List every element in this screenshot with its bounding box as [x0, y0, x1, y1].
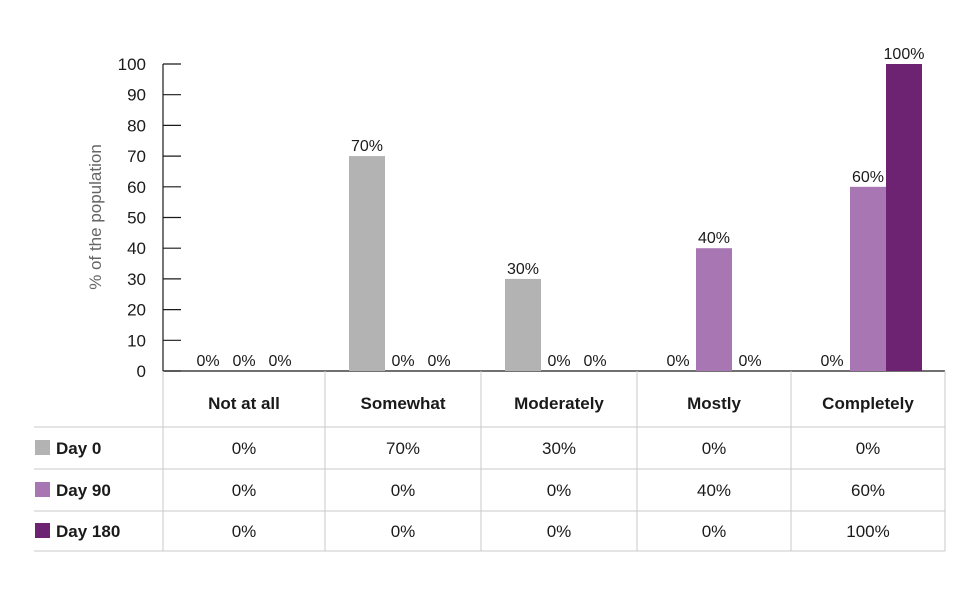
y-tick-label: 20 [127, 301, 146, 320]
y-axis-label: % of the population [86, 144, 105, 290]
bar [505, 278, 541, 371]
category-label: Moderately [514, 394, 604, 413]
table-cell: 0% [702, 522, 727, 541]
y-tick-label: 50 [127, 209, 146, 228]
bar-data-label: 60% [852, 169, 884, 186]
legend-label: Day 90 [56, 481, 111, 500]
y-tick-label: 60 [127, 178, 146, 197]
table-cell: 70% [386, 439, 420, 458]
y-tick-label: 90 [127, 86, 146, 105]
table-cell: 100% [846, 522, 889, 541]
bar-data-label: 0% [666, 353, 689, 370]
y-tick-label: 10 [127, 331, 146, 350]
bar [349, 156, 385, 371]
y-tick-label: 100 [118, 55, 146, 74]
legend-label: Day 0 [56, 439, 101, 458]
legend-swatch [35, 482, 50, 497]
data-table: Not at all Somewhat Moderately Mostly Comple… [34, 371, 946, 552]
bar [850, 186, 886, 371]
bar-data-label: 30% [507, 261, 539, 278]
table-cell: 0% [232, 522, 257, 541]
y-tick-label: 40 [127, 239, 146, 258]
bar-data-label: 0% [547, 353, 570, 370]
table-cell: 0% [547, 481, 572, 500]
y-tick-label: 0 [137, 362, 146, 381]
y-tick-label: 70 [127, 147, 146, 166]
legend-label: Day 180 [56, 522, 120, 541]
bar [886, 64, 922, 371]
bars: 0% 0% 0% 70% 0% 0% 30% 0% 0% 0% 40% 0% 0% 60% 100% [196, 46, 924, 371]
bar-data-label: 70% [351, 138, 383, 155]
bar [696, 248, 732, 371]
table-cell: 0% [232, 439, 257, 458]
bar-data-label: 0% [738, 353, 761, 370]
category-label: Somewhat [360, 394, 445, 413]
bar-data-label: 0% [391, 353, 414, 370]
bar-data-label: 100% [884, 46, 925, 63]
bar-data-label: 0% [427, 353, 450, 370]
category-label: Completely [822, 394, 914, 413]
table-cell: 0% [391, 481, 416, 500]
y-axis: 0 10 20 30 40 50 60 70 80 90 100 [118, 55, 945, 381]
table-cell: 0% [702, 439, 727, 458]
category-label: Not at all [208, 394, 280, 413]
table-cell: 30% [542, 439, 576, 458]
legend-swatch [35, 523, 50, 538]
bar-data-label: 40% [698, 230, 730, 247]
table-cell: 60% [851, 481, 885, 500]
table-cell: 40% [697, 481, 731, 500]
y-tick-label: 30 [127, 270, 146, 289]
table-cell: 0% [232, 481, 257, 500]
table-cell: 0% [856, 439, 881, 458]
bar-data-label: 0% [268, 353, 291, 370]
bar-data-label: 0% [820, 353, 843, 370]
table-cell: 0% [391, 522, 416, 541]
category-label: Mostly [687, 394, 741, 413]
bar-data-label: 0% [232, 353, 255, 370]
table-cell: 0% [547, 522, 572, 541]
y-tick-label: 80 [127, 116, 146, 135]
bar-data-label: 0% [583, 353, 606, 370]
bar-data-label: 0% [196, 353, 219, 370]
legend-swatch [35, 440, 50, 455]
